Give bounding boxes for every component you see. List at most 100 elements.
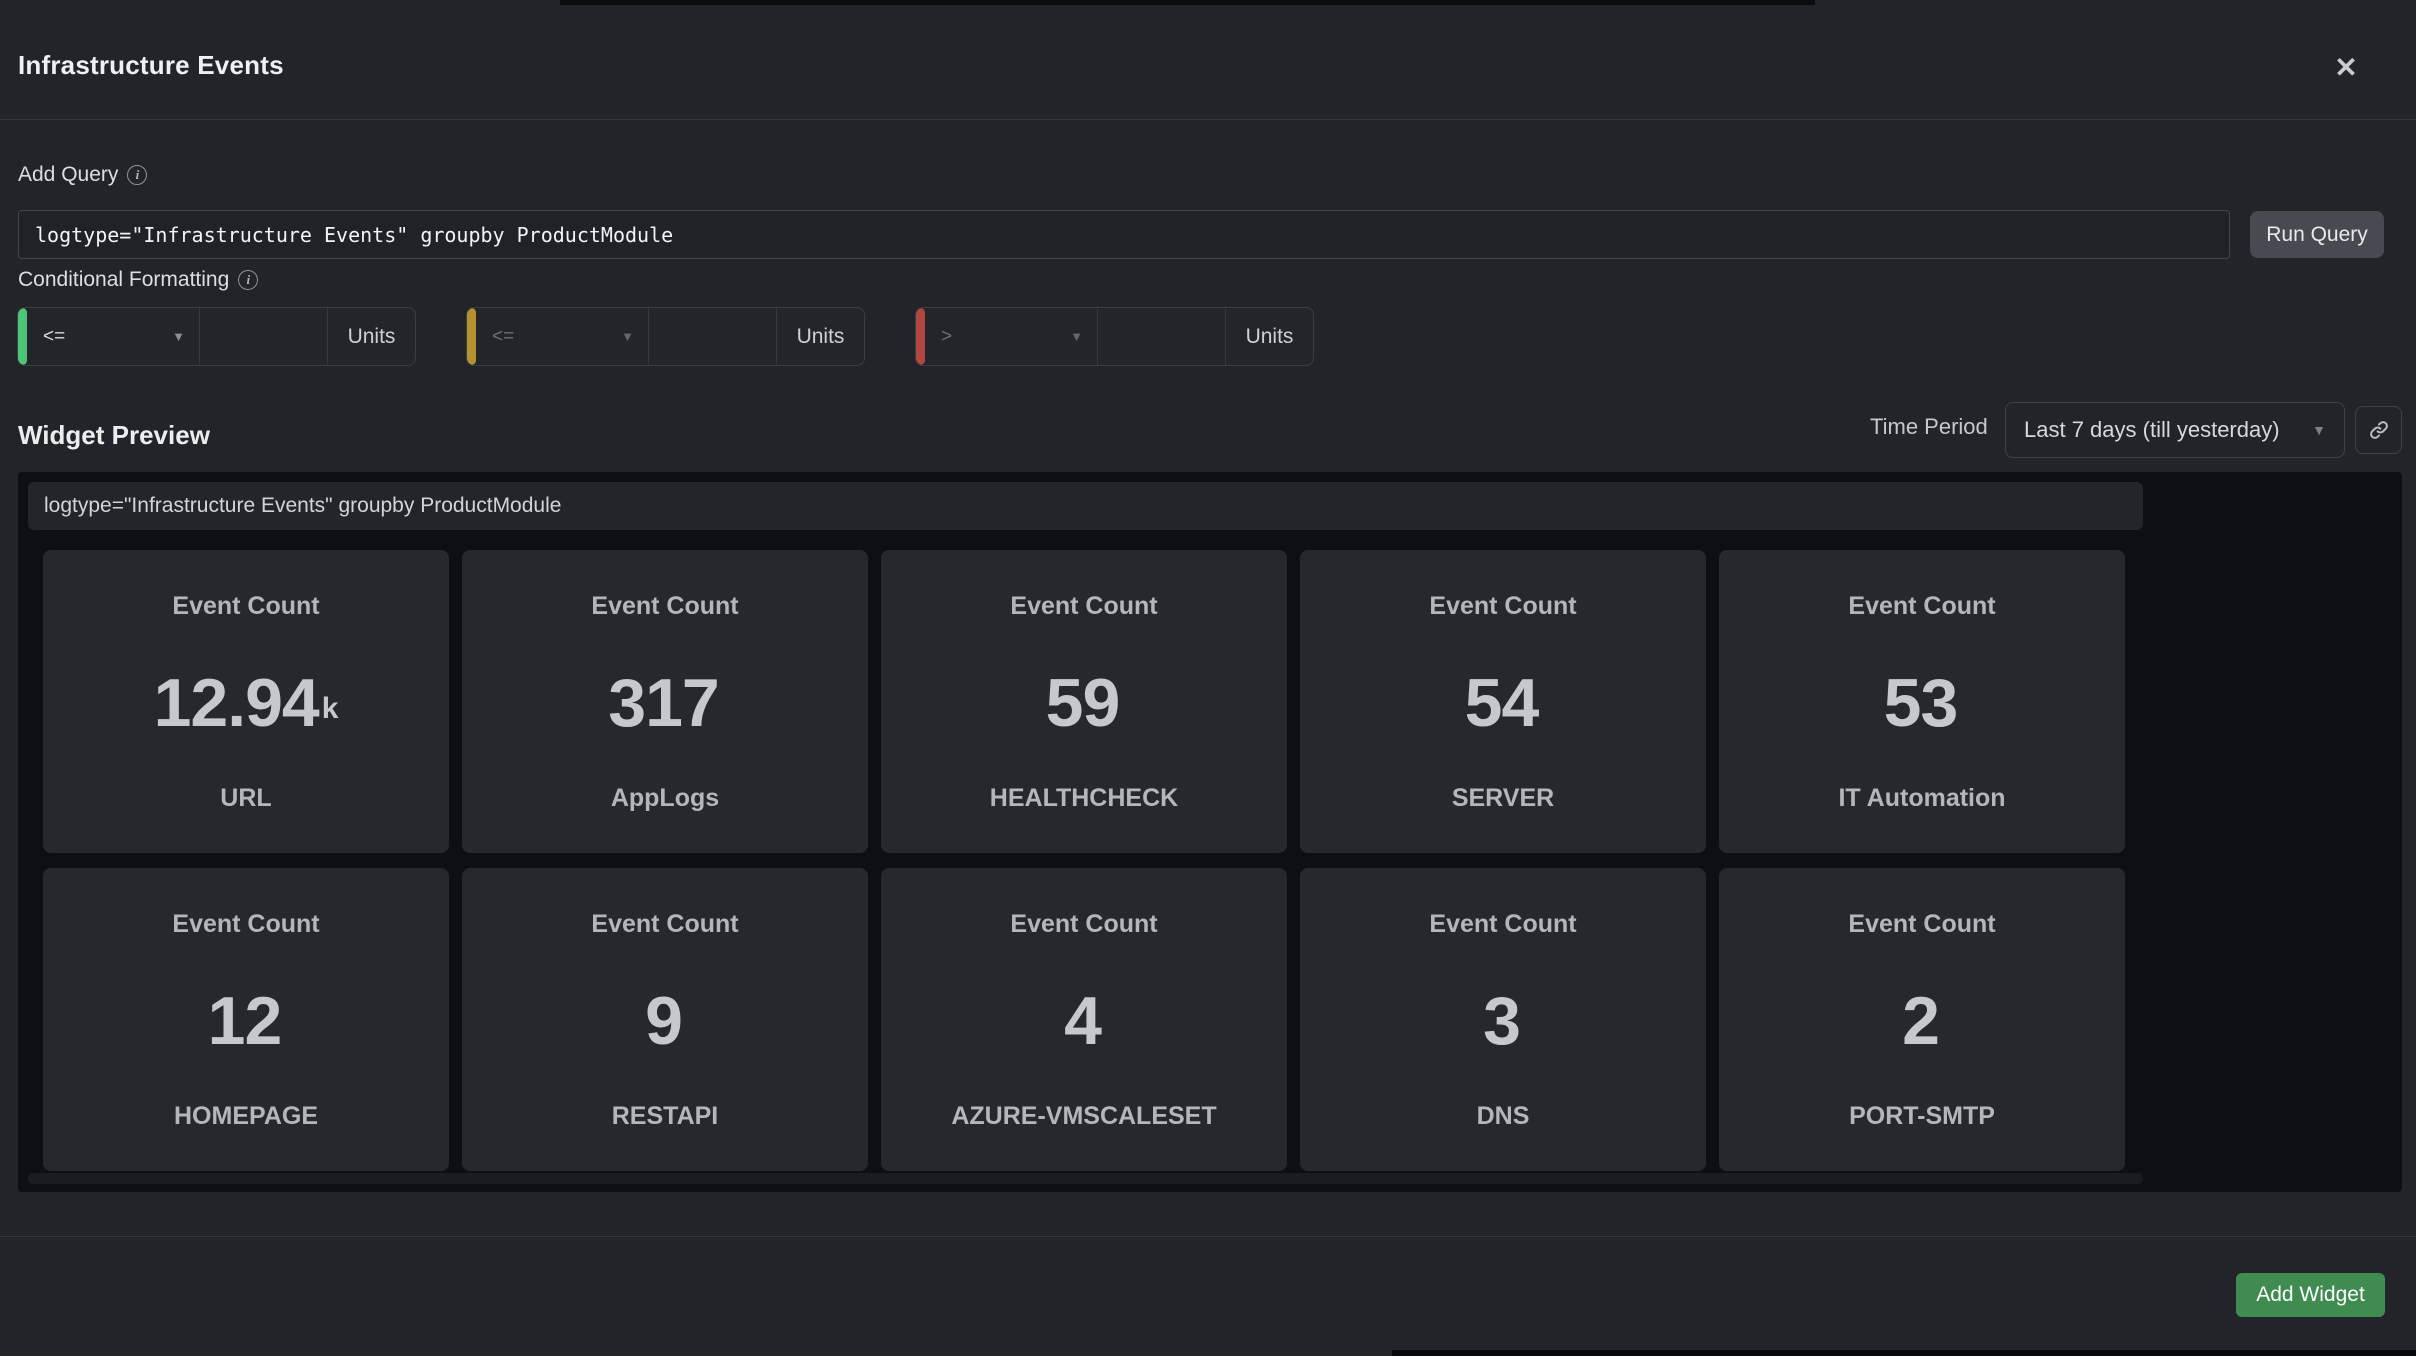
stat-card-server: Event Count 54 SERVER [1300, 550, 1706, 853]
chevron-down-icon: ▼ [1070, 329, 1083, 344]
card-label: AZURE-VMSCALESET [951, 1102, 1217, 1130]
rule-operator-value: <= [43, 325, 66, 347]
card-value: 9 [645, 982, 683, 1059]
rule-operator-value: > [941, 325, 953, 347]
info-icon: i [238, 270, 259, 290]
card-value: 2 [1902, 982, 1940, 1059]
chevron-down-icon: ▼ [2312, 422, 2326, 438]
card-title: Event Count [1010, 910, 1158, 938]
card-value-wrap: 9 [645, 939, 685, 1102]
card-title: Event Count [591, 910, 739, 938]
card-title: Event Count [1848, 592, 1996, 620]
rule-units-label: Units [796, 324, 845, 348]
rule-color-bar-yellow [467, 308, 476, 365]
stat-card-grid: Event Count 12.94 k URL Event Count 317 A… [43, 550, 2125, 1171]
stat-card-azure-vmscaleset: Event Count 4 AZURE-VMSCALESET [881, 868, 1287, 1171]
rule-group-green: <= ▼ Units [17, 307, 416, 366]
horizontal-scrollbar[interactable] [28, 1173, 2143, 1184]
stat-card-applogs: Event Count 317 AppLogs [462, 550, 868, 853]
stat-card-restapi: Event Count 9 RESTAPI [462, 868, 868, 1171]
rule-group-yellow: <= ▼ Units [466, 307, 865, 366]
card-value: 54 [1464, 664, 1540, 741]
footer-divider [0, 1236, 2416, 1237]
card-value-wrap: 54 [1465, 621, 1542, 784]
conditional-formatting-label-text: Conditional Formatting [18, 268, 230, 291]
rule-operator-select[interactable]: <= ▼ [27, 308, 200, 365]
chevron-down-icon: ▼ [172, 329, 185, 344]
widget-preview-heading: Widget Preview [18, 420, 210, 450]
add-query-label-text: Add Query [18, 163, 119, 186]
card-label: PORT-SMTP [1849, 1102, 1995, 1130]
modal-title: Infrastructure Events [18, 50, 284, 80]
time-period-value: Last 7 days (till yesterday) [2024, 417, 2280, 442]
card-value: 317 [608, 664, 719, 741]
card-title: Event Count [591, 592, 739, 620]
card-title: Event Count [172, 592, 320, 620]
conditional-formatting-label: Conditional Formatting i [18, 268, 259, 292]
rule-units-label: Units [347, 324, 396, 348]
card-label: HEALTHCHECK [989, 784, 1179, 812]
rule-operator-value: <= [492, 325, 515, 347]
card-value-wrap: 59 [1046, 621, 1123, 784]
card-label: IT Automation [1838, 784, 2006, 812]
modal-header: Infrastructure Events ✕ [0, 5, 2416, 120]
rule-operator-select[interactable]: <= ▼ [476, 308, 649, 365]
card-value: 12.94 [153, 664, 320, 741]
rule-units-label: Units [1245, 324, 1294, 348]
rule-color-bar-red [916, 308, 925, 365]
card-value: 4 [1064, 982, 1102, 1059]
rule-value-input[interactable] [200, 308, 328, 365]
stat-card-homepage: Event Count 12 HOMEPAGE [43, 868, 449, 1171]
card-label: AppLogs [610, 784, 720, 812]
card-label: RESTAPI [611, 1102, 719, 1130]
card-title: Event Count [1010, 592, 1158, 620]
rule-value-input[interactable] [1098, 308, 1226, 365]
card-label: HOMEPAGE [174, 1102, 318, 1130]
card-value: 12 [207, 982, 283, 1059]
card-value: 53 [1883, 664, 1959, 741]
card-label: SERVER [1451, 784, 1555, 812]
card-value-wrap: 4 [1064, 939, 1104, 1102]
time-period-select[interactable]: Last 7 days (till yesterday) ▼ [2005, 402, 2345, 458]
widget-preview-panel: logtype="Infrastructure Events" groupby … [18, 472, 2402, 1192]
add-widget-button[interactable]: Add Widget [2236, 1273, 2385, 1317]
run-query-button[interactable]: Run Query [2250, 211, 2384, 258]
card-label: DNS [1476, 1102, 1530, 1130]
link-button[interactable] [2355, 406, 2402, 454]
chevron-down-icon: ▼ [621, 329, 634, 344]
card-value-wrap: 12 [208, 939, 285, 1102]
rule-operator-select[interactable]: > ▼ [925, 308, 1098, 365]
card-value-wrap: 12.94 k [154, 621, 339, 784]
query-input[interactable] [18, 210, 2230, 259]
stat-card-url: Event Count 12.94 k URL [43, 550, 449, 853]
background-app-bottom-edge [1392, 1350, 2416, 1356]
conditional-rules-row: <= ▼ Units <= ▼ Units > ▼ Units [17, 307, 1314, 366]
info-icon: i [127, 165, 148, 185]
card-label: URL [220, 784, 272, 812]
card-value-wrap: 3 [1483, 939, 1523, 1102]
stat-card-healthcheck: Event Count 59 HEALTHCHECK [881, 550, 1287, 853]
add-query-label: Add Query i [18, 163, 148, 187]
preview-query-text: logtype="Infrastructure Events" groupby … [28, 482, 2143, 530]
card-title: Event Count [1429, 910, 1577, 938]
stat-card-dns: Event Count 3 DNS [1300, 868, 1706, 1171]
link-icon [2369, 421, 2388, 439]
time-period-label: Time Period [1870, 414, 1988, 439]
card-value-wrap: 2 [1902, 939, 1942, 1102]
close-icon[interactable]: ✕ [2334, 51, 2358, 83]
card-value-wrap: 53 [1884, 621, 1961, 784]
card-title: Event Count [172, 910, 320, 938]
background-app-top-edge [560, 0, 1815, 5]
card-title: Event Count [1848, 910, 1996, 938]
card-value: 59 [1045, 664, 1121, 741]
rule-group-red: > ▼ Units [915, 307, 1314, 366]
card-value-wrap: 317 [608, 621, 721, 784]
rule-color-bar-green [18, 308, 27, 365]
rule-value-input[interactable] [649, 308, 777, 365]
stat-card-it-automation: Event Count 53 IT Automation [1719, 550, 2125, 853]
card-title: Event Count [1429, 592, 1577, 620]
stat-card-port-smtp: Event Count 2 PORT-SMTP [1719, 868, 2125, 1171]
card-value-suffix: k [321, 691, 339, 725]
card-value: 3 [1483, 982, 1521, 1059]
